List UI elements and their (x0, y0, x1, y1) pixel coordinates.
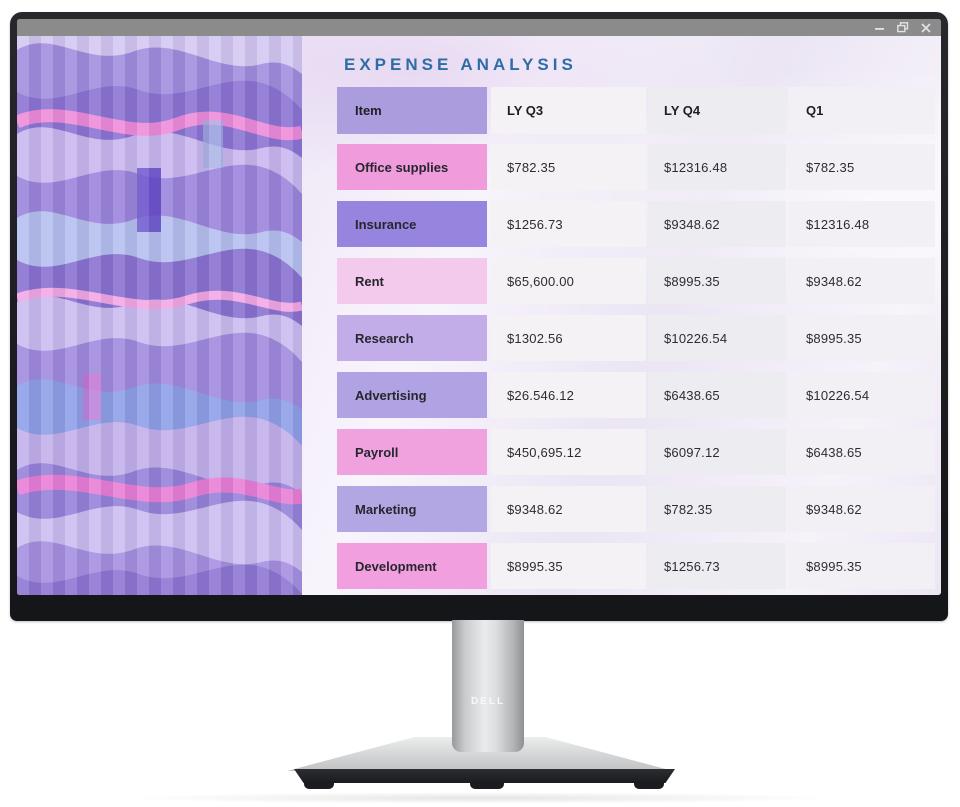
column-header: LY Q3 (491, 87, 646, 134)
stand-base-bottom (294, 769, 675, 783)
value-cell[interactable]: $782.35 (788, 144, 935, 190)
row-label-cell[interactable]: Development (337, 543, 487, 589)
table-row: Marketing $9348.62 $782.35 $9348.62 (337, 486, 935, 532)
stand-foot (304, 781, 334, 789)
table-body: Office supplies $782.35 $12316.48 $782.35 In… (337, 144, 935, 589)
expense-table: Item LY Q3 LY Q4 Q1 Office supplies $782.35 $… (337, 87, 935, 595)
value-cell[interactable]: $1256.73 (648, 543, 786, 589)
value-cell[interactable]: $10226.54 (788, 372, 935, 418)
value-cell[interactable]: $6097.12 (648, 429, 786, 475)
stand-foot (470, 781, 504, 789)
close-button[interactable] (919, 21, 933, 34)
row-label-cell[interactable]: Office supplies (337, 144, 487, 190)
value-cell[interactable]: $26.546.12 (491, 372, 646, 418)
table-header-row: Item LY Q3 LY Q4 Q1 (337, 87, 935, 134)
value-cell[interactable]: $9348.62 (648, 201, 786, 247)
value-cell[interactable]: $6438.65 (648, 372, 786, 418)
restore-button[interactable] (896, 21, 910, 34)
value-cell[interactable]: $8995.35 (788, 315, 935, 361)
stand-foot (634, 781, 664, 789)
value-cell[interactable]: $6438.65 (788, 429, 935, 475)
row-label-cell[interactable]: Rent (337, 258, 487, 304)
table-row: Research $1302.56 $10226.54 $8995.35 (337, 315, 935, 361)
dell-logo: DELL (470, 696, 506, 707)
value-cell[interactable]: $450,695.12 (491, 429, 646, 475)
table-row: Office supplies $782.35 $12316.48 $782.35 (337, 144, 935, 190)
value-cell[interactable]: $10226.54 (648, 315, 786, 361)
monitor-screen: EXPENSE ANALYSIS Item LY Q3 LY Q4 Q1 Office… (17, 19, 941, 595)
restore-icon (897, 22, 909, 33)
value-cell[interactable]: $782.35 (648, 486, 786, 532)
floor-shadow (120, 792, 840, 804)
minimize-button[interactable] (873, 21, 887, 34)
window-titlebar (17, 19, 941, 36)
table-row: Insurance $1256.73 $9348.62 $12316.48 (337, 201, 935, 247)
table-row: Payroll $450,695.12 $6097.12 $6438.65 (337, 429, 935, 475)
value-cell[interactable]: $8995.35 (491, 543, 646, 589)
value-cell[interactable]: $8995.35 (648, 258, 786, 304)
monitor-bezel: EXPENSE ANALYSIS Item LY Q3 LY Q4 Q1 Office… (10, 12, 948, 621)
column-header: Q1 (788, 87, 935, 134)
value-cell[interactable]: $12316.48 (648, 144, 786, 190)
value-cell[interactable]: $9348.62 (788, 258, 935, 304)
row-label-cell[interactable]: Research (337, 315, 487, 361)
expense-analysis-title: EXPENSE ANALYSIS (344, 55, 577, 74)
minimize-icon (875, 27, 884, 30)
value-cell[interactable]: $9348.62 (788, 486, 935, 532)
value-cell[interactable]: $782.35 (491, 144, 646, 190)
row-label-cell[interactable]: Insurance (337, 201, 487, 247)
table-row: Development $8995.35 $1256.73 $8995.35 (337, 543, 935, 589)
row-label-cell[interactable]: Payroll (337, 429, 487, 475)
row-label-cell[interactable]: Advertising (337, 372, 487, 418)
value-cell[interactable]: $1256.73 (491, 201, 646, 247)
row-label-cell[interactable]: Marketing (337, 486, 487, 532)
column-header: Item (337, 87, 487, 134)
desktop-wallpaper (17, 36, 302, 595)
value-cell[interactable]: $9348.62 (491, 486, 646, 532)
value-cell[interactable]: $12316.48 (788, 201, 935, 247)
table-row: Rent $65,600.00 $8995.35 $9348.62 (337, 258, 935, 304)
close-icon (921, 22, 931, 33)
value-cell[interactable]: $65,600.00 (491, 258, 646, 304)
table-row: Advertising $26.546.12 $6438.65 $10226.54 (337, 372, 935, 418)
value-cell[interactable]: $8995.35 (788, 543, 935, 589)
monitor-stand-column: DELL (452, 620, 524, 752)
value-cell[interactable]: $1302.56 (491, 315, 646, 361)
column-header: LY Q4 (648, 87, 786, 134)
